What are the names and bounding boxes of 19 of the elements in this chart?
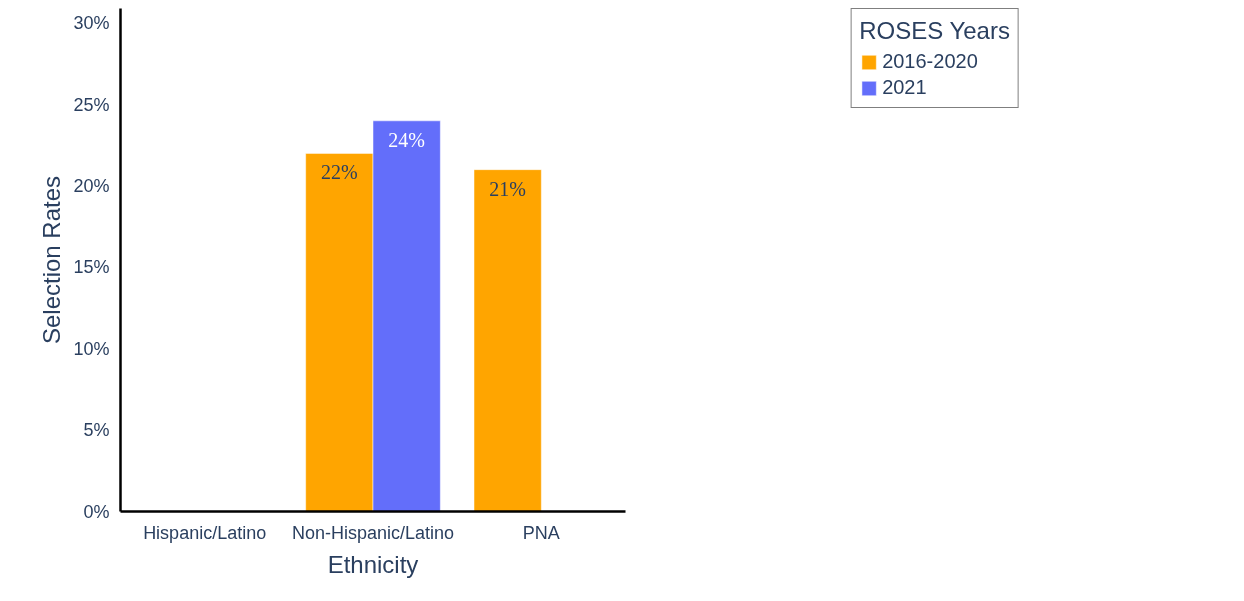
y-tick-label: 30% [73,13,110,34]
y-tick-label: 25% [73,94,110,115]
y-axis-title: Selection Rates [38,175,66,345]
data-label: 21% [489,177,527,200]
data-label: 24% [388,128,426,151]
x-axis-title: Ethnicity [327,550,419,578]
x-tick-label: PNA [522,522,560,543]
legend-label: 2021 [882,76,927,99]
x-tick-label: Hispanic/Latino [143,522,267,543]
y-tick-label: 5% [83,420,110,441]
legend-label: 2016-2020 [882,50,978,73]
x-tick-label: Non-Hispanic/Latino [291,522,455,543]
bar [473,169,542,512]
data-label: 22% [321,161,358,184]
y-tick-label: 20% [73,175,110,196]
y-tick-label: 10% [73,338,110,359]
y-tick-label: 0% [83,501,110,522]
legend-title: ROSES Years [859,17,1010,45]
y-tick-label: 15% [73,257,110,278]
